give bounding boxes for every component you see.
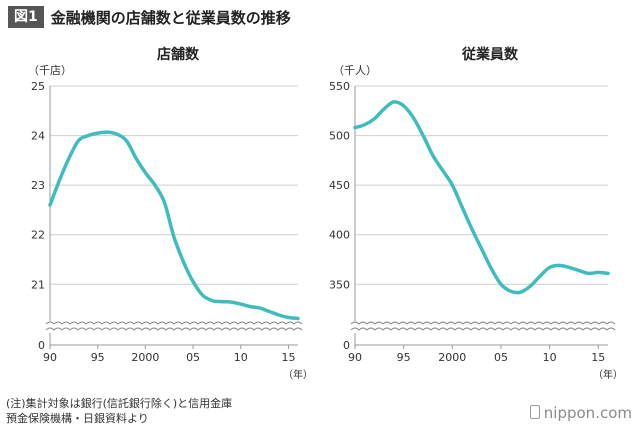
y-tick-label: 25 xyxy=(31,80,45,93)
axis-break-wave xyxy=(350,327,616,331)
figure-number: 図1 xyxy=(8,6,44,28)
y-tick-label: 24 xyxy=(31,130,45,143)
axis-break-wave xyxy=(45,327,303,331)
x-tick-label: 10 xyxy=(543,351,557,364)
y-unit-label: （千人） xyxy=(333,64,377,77)
x-tick-label: 10 xyxy=(234,351,248,364)
note-line-1: (注)集計対象は銀行(信託銀行除く)と信用金庫 xyxy=(6,397,233,410)
y-tick-label: 23 xyxy=(31,179,45,192)
x-tick-label: 05 xyxy=(186,351,200,364)
x-tick-label: 90 xyxy=(348,351,362,364)
brand-logo: nippon.com xyxy=(529,404,632,422)
figure-title: 金融機関の店舗数と従業員数の推移 xyxy=(50,8,291,27)
x-tick-label: 15 xyxy=(281,351,295,364)
y-tick-label: 400 xyxy=(329,229,350,242)
figure-header: 図1 金融機関の店舗数と従業員数の推移 xyxy=(8,6,291,28)
note-line-2: 預金保険機構・日銀資料より xyxy=(6,412,149,425)
brand-name: nippon xyxy=(543,404,596,422)
source-note: (注)集計対象は銀行(信託銀行除く)と信用金庫 預金保険機構・日銀資料より xyxy=(6,396,232,426)
y-tick-label: 350 xyxy=(329,278,350,291)
y-tick-label: 450 xyxy=(329,179,350,192)
axis-break-wave xyxy=(45,321,303,325)
y-tick-label: 21 xyxy=(31,278,45,291)
x-tick-label: 95 xyxy=(397,351,411,364)
brand-mark-icon xyxy=(529,405,540,419)
y-unit-label: （千店） xyxy=(28,63,72,77)
y-zero-label: 0 xyxy=(343,339,350,352)
series-line-employees xyxy=(353,100,610,295)
x-tick-label: 05 xyxy=(494,351,508,364)
x-tick-label: 95 xyxy=(91,351,105,364)
y-tick-label: 22 xyxy=(31,229,45,242)
brand-domain: .com xyxy=(595,404,632,422)
y-tick-label: 500 xyxy=(329,130,350,143)
chart-panel-employees: 従業員数 （千人） 550 500 450 400 350 090 95 2000 05 10 15 （年… xyxy=(329,46,623,381)
axis-break-wave xyxy=(350,321,616,325)
y-tick-label: 550 xyxy=(329,80,350,93)
x-tick-label: 90 xyxy=(43,351,57,364)
chart-panel-branches: 店舗数 （千店） 25 24 23 22 21 090 95 2000 05 10 15 （年） xyxy=(28,46,313,381)
y-zero-label: 0 xyxy=(38,339,45,352)
x-unit-label: （年） xyxy=(283,368,313,381)
series-line-branches xyxy=(48,130,300,321)
chart-title: 店舗数 xyxy=(157,46,200,63)
x-tick-label: 15 xyxy=(591,351,605,364)
chart-title: 従業員数 xyxy=(461,46,519,63)
x-tick-label: 2000 xyxy=(438,351,466,364)
x-tick-label: 2000 xyxy=(131,351,159,364)
x-unit-label: （年） xyxy=(593,368,623,381)
